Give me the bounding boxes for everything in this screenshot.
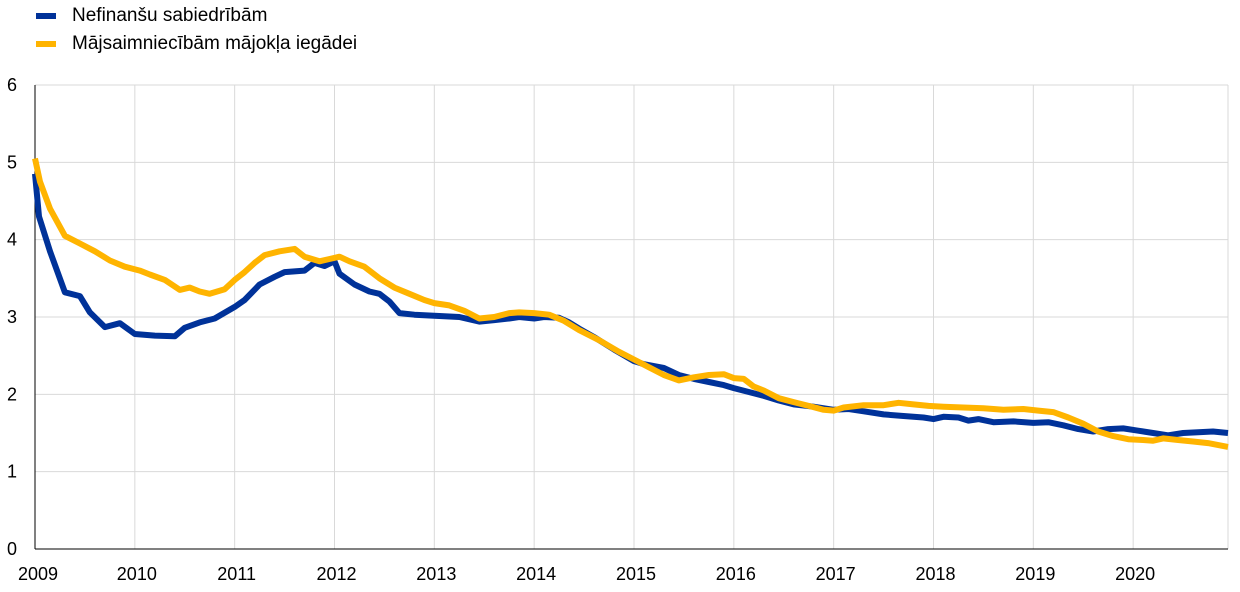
y-tick-label: 3 — [7, 307, 17, 327]
y-tick-label: 0 — [7, 539, 17, 559]
y-tick-label: 4 — [7, 230, 17, 250]
x-tick-label: 2012 — [316, 564, 356, 584]
x-tick-label: 2020 — [1115, 564, 1155, 584]
x-tick-label: 2014 — [516, 564, 556, 584]
legend-label-corporates: Nefinanšu sabiedrībām — [72, 5, 268, 26]
x-tick-labels: 2009 2010 2011 2012 2013 2014 2015 2016 2017 2018… — [18, 564, 1155, 584]
y-tick-label: 5 — [7, 152, 17, 172]
x-tick-label: 2010 — [117, 564, 157, 584]
x-tick-label: 2019 — [1015, 564, 1055, 584]
legend-swatch-households — [36, 41, 56, 47]
series-line-households — [32, 157, 1229, 450]
x-tick-label: 2011 — [217, 564, 256, 584]
x-tick-label: 2009 — [18, 564, 58, 584]
grid — [34, 84, 1229, 549]
legend-label-households: Mājsaimniecībām mājokļa iegādei — [72, 33, 358, 54]
x-tick-label: 2017 — [816, 564, 856, 584]
legend: Nefinanšu sabiedrībām Mājsaimniecībām mā… — [36, 2, 357, 58]
y-tick-label: 6 — [7, 75, 17, 95]
legend-item-corporates: Nefinanšu sabiedrībām — [36, 2, 357, 30]
x-tick-label: 2016 — [716, 564, 756, 584]
y-tick-labels: 0 1 2 3 4 5 6 — [7, 75, 17, 559]
x-tick-label: 2018 — [915, 564, 955, 584]
series-lines — [32, 157, 1229, 450]
x-tick-label: 2015 — [616, 564, 656, 584]
y-tick-label: 2 — [7, 384, 17, 404]
legend-swatch-corporates — [36, 13, 56, 19]
x-tick-label: 2013 — [416, 564, 456, 584]
legend-item-households: Mājsaimniecībām mājokļa iegādei — [36, 30, 357, 58]
y-tick-label: 1 — [7, 462, 17, 482]
series-line-corporates — [32, 173, 1229, 439]
